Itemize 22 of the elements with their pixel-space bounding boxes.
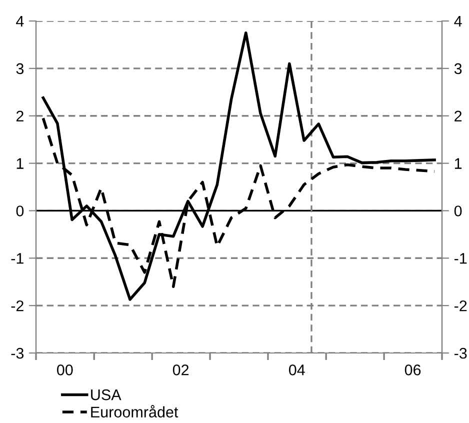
- y2-tick-label: 0: [454, 206, 462, 216]
- y2-tick-label: 3: [454, 63, 462, 74]
- x-tick-label: 00: [57, 364, 73, 376]
- y-tick-label: -1: [11, 253, 24, 264]
- y2-tick-label: 4: [454, 16, 462, 27]
- x-tick-label: 06: [404, 364, 421, 376]
- legend-label: USA: [91, 389, 122, 400]
- x-tick-label: 04: [288, 364, 305, 376]
- y-tick-label: -2: [11, 300, 24, 312]
- y-tick-label: 0: [16, 206, 24, 216]
- y2-tick-label: 1: [454, 158, 462, 169]
- legend-label: Euroområdet: [91, 405, 178, 418]
- y2-tick-label: -2: [454, 300, 467, 312]
- y-tick-label: 3: [16, 63, 24, 74]
- y2-tick-label: -1: [454, 253, 467, 264]
- y-tick-label: 4: [16, 16, 24, 27]
- y-tick-label: 2: [16, 110, 24, 122]
- y-tick-label: 1: [16, 158, 24, 169]
- y-tick-label: -3: [11, 348, 24, 359]
- y2-tick-label: -3: [454, 348, 467, 359]
- y2-tick-label: 2: [454, 110, 462, 122]
- x-tick-label: 02: [172, 364, 189, 376]
